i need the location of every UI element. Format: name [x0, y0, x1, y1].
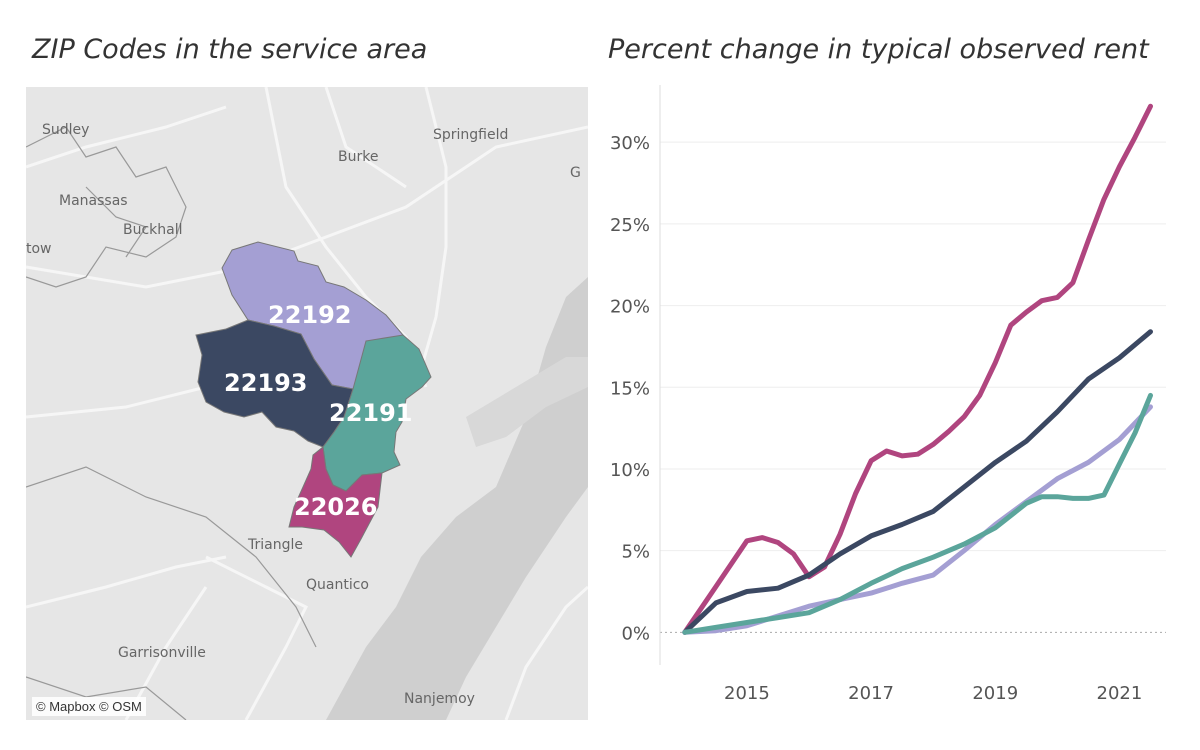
x-tick-label: 2019	[972, 683, 1018, 704]
y-tick-label: 25%	[610, 215, 650, 236]
place-label: Nanjemoy	[404, 691, 475, 707]
x-tick-label: 2017	[848, 683, 894, 704]
water-inlet	[466, 357, 588, 447]
place-label: Sudley	[42, 122, 89, 138]
place-label: Burke	[338, 149, 378, 165]
y-tick-label: 30%	[610, 133, 650, 154]
series-lines	[682, 103, 1153, 635]
map-attribution[interactable]: © Mapbox © OSM	[32, 697, 146, 716]
y-tick-label: 5%	[621, 542, 650, 563]
y-tick-label: 15%	[610, 378, 650, 399]
series-line-22191[interactable]	[682, 392, 1153, 635]
place-label: Garrisonville	[118, 645, 206, 661]
potomac-river	[326, 277, 588, 720]
series-line-22193[interactable]	[682, 329, 1153, 635]
y-tick-label: 0%	[621, 623, 650, 644]
place-label: Triangle	[247, 537, 303, 553]
place-label: Springfield	[433, 127, 508, 143]
place-label: Buckhall	[123, 222, 183, 238]
place-labels: Sudley Springfield Burke G Manassas Buck…	[26, 122, 581, 707]
x-tick-label: 2015	[724, 683, 770, 704]
y-tick-label: 10%	[610, 460, 650, 481]
zip-22026-region[interactable]	[288, 446, 383, 558]
map-canvas[interactable]: Sudley Springfield Burke G Manassas Buck…	[26, 87, 588, 720]
zip-label-22192: 22192	[268, 301, 352, 329]
place-label: Quantico	[306, 577, 369, 593]
series-line-22026[interactable]	[682, 103, 1153, 635]
x-tick-label: 2021	[1097, 683, 1143, 704]
y-tick-label: 20%	[610, 297, 650, 318]
boundaries	[26, 126, 317, 720]
rent-change-chart: 0% 5% 10% 15% 20% 25% 30% 2015 2017 2019 2021	[610, 85, 1166, 704]
place-label: Manassas	[59, 193, 128, 209]
map-panel[interactable]: Sudley Springfield Burke G Manassas Buck…	[26, 87, 588, 720]
place-label: tow	[26, 241, 52, 257]
chart-title: Percent change in typical observed rent	[608, 34, 1149, 65]
place-label: G	[570, 165, 581, 181]
zip-label-22026: 22026	[294, 493, 378, 521]
map-title: ZIP Codes in the service area	[32, 34, 428, 65]
zip-label-22193: 22193	[224, 369, 308, 397]
zip-label-22191: 22191	[329, 399, 413, 427]
axes: 0% 5% 10% 15% 20% 25% 30% 2015 2017 2019 2021	[610, 85, 1142, 704]
zip-22191-region[interactable]	[322, 334, 432, 492]
